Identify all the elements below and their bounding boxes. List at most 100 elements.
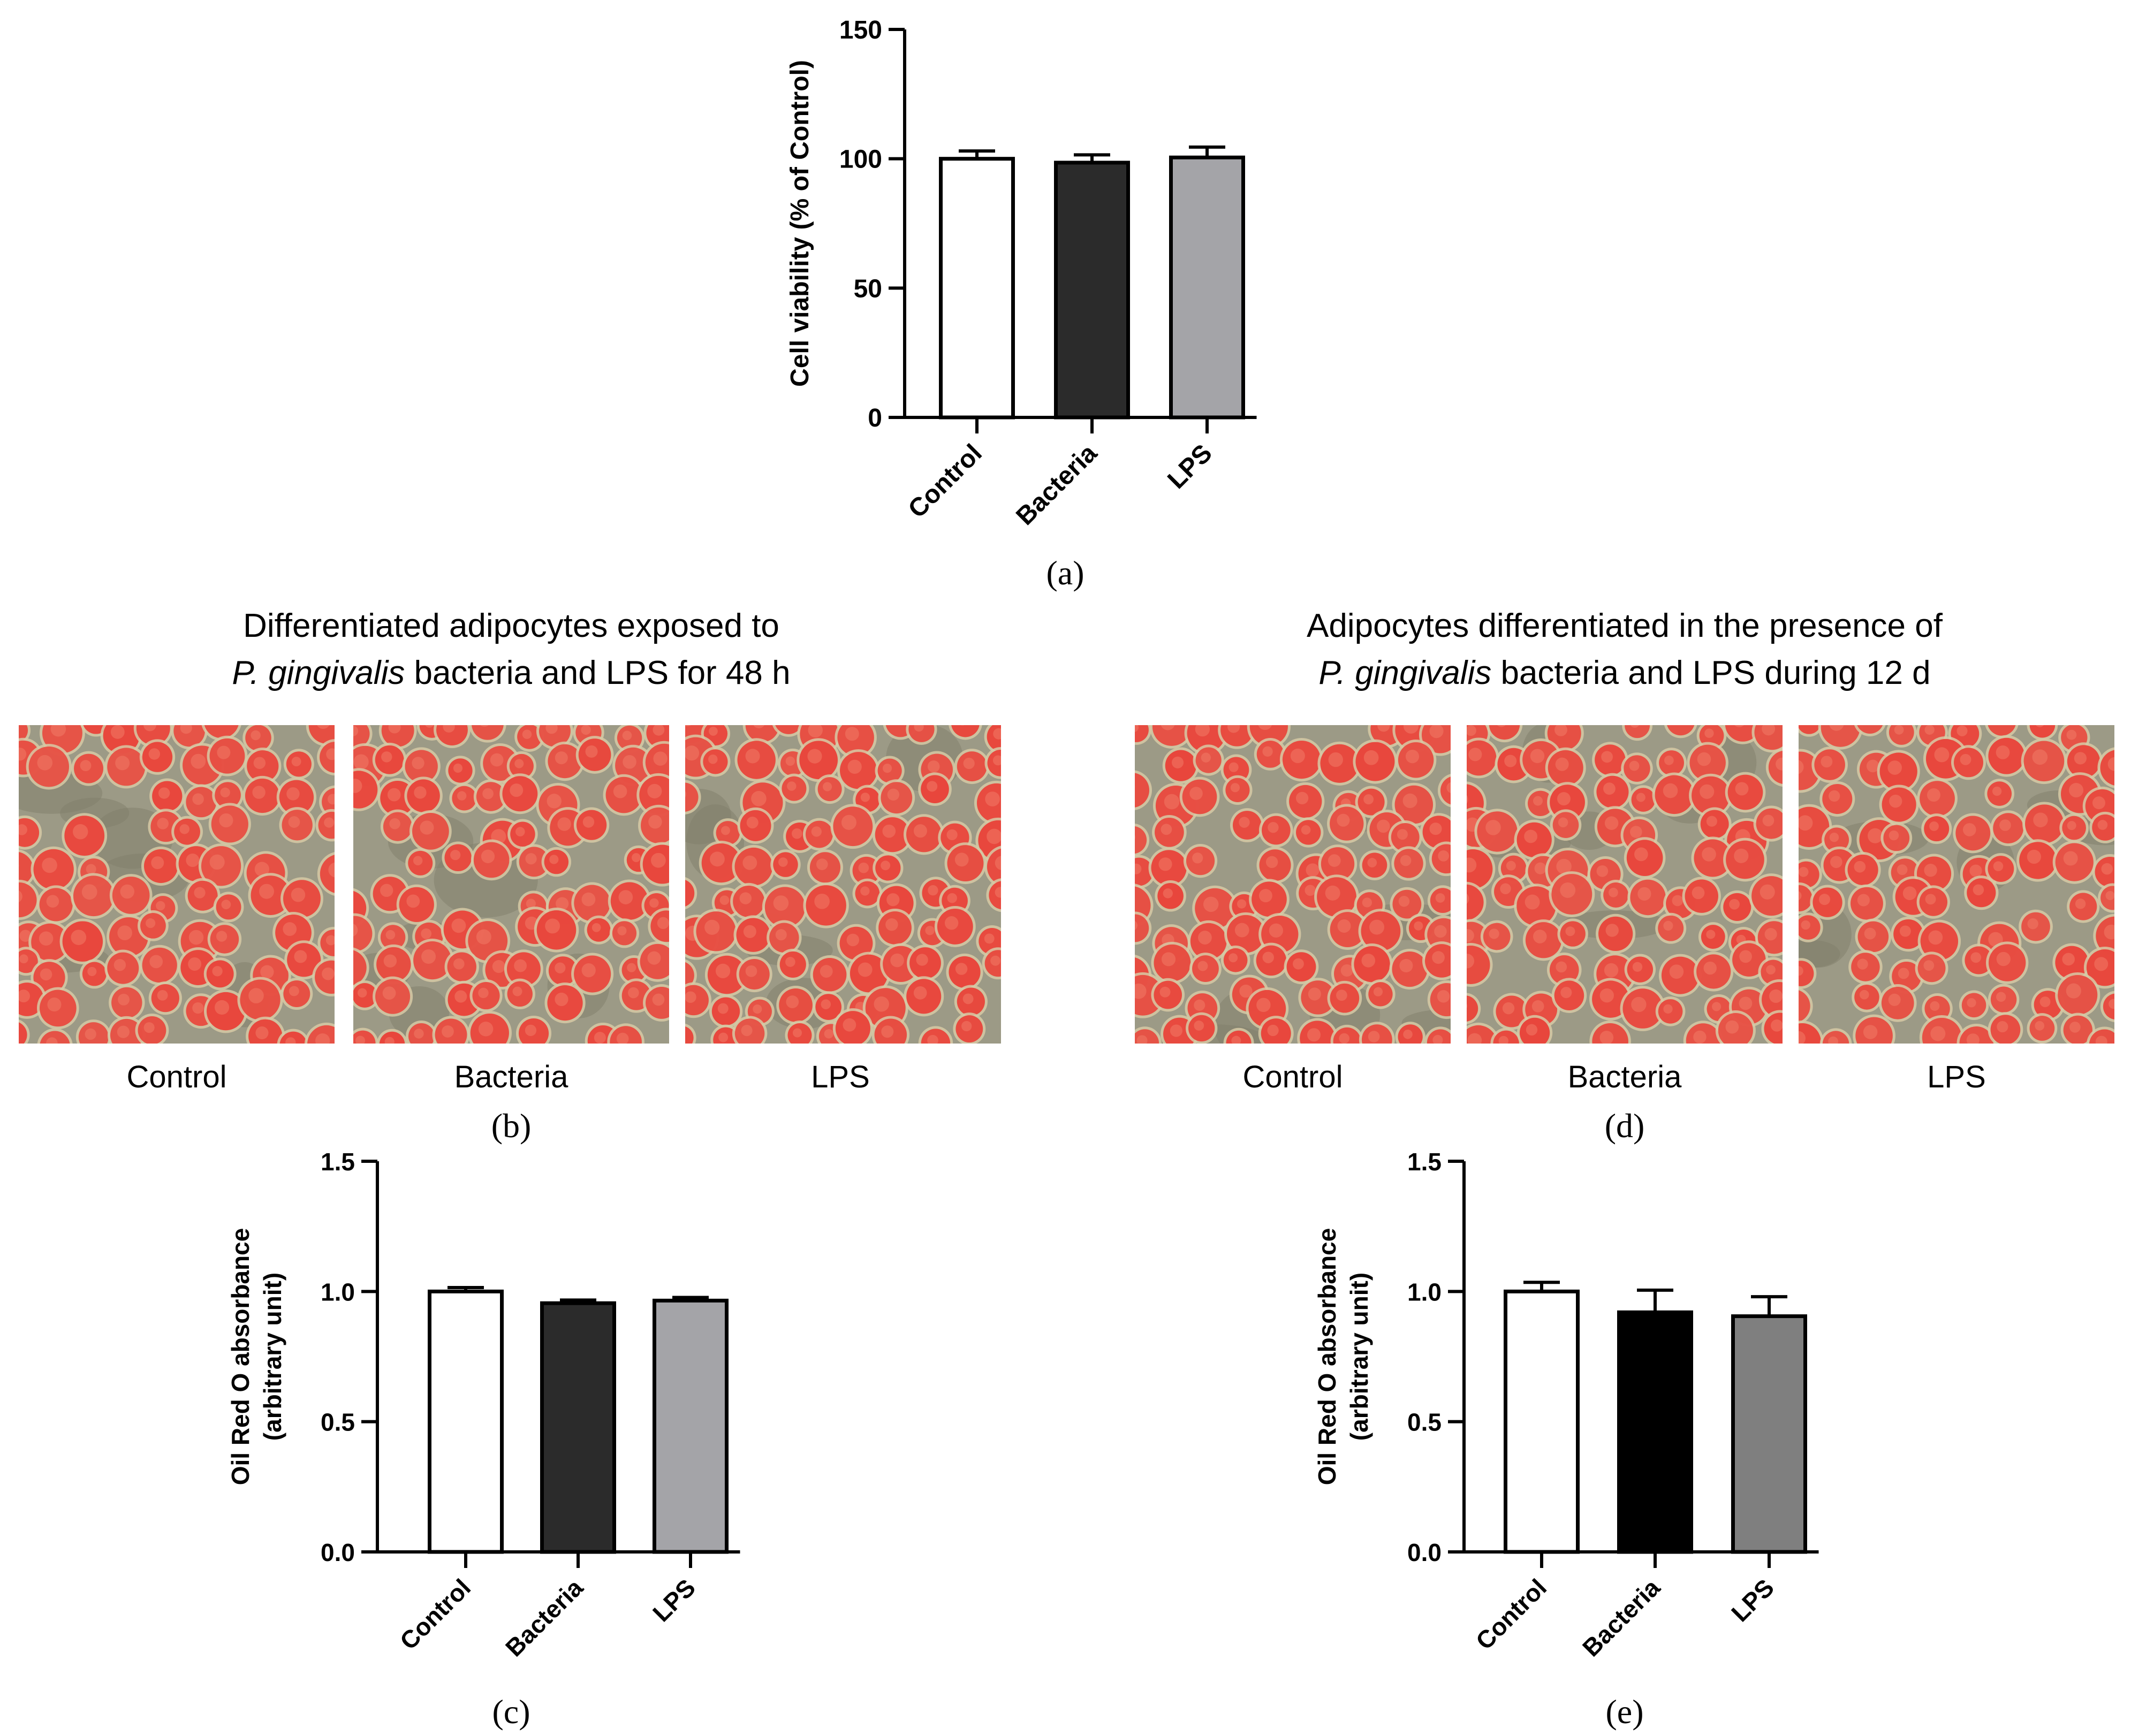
droplet-highlight <box>353 754 369 770</box>
panel-label-a: (a) <box>1046 554 1084 592</box>
droplet-highlight <box>1467 795 1468 804</box>
lipid-droplet <box>279 1031 307 1044</box>
droplet-highlight <box>1325 885 1340 901</box>
droplet-highlight <box>315 1033 330 1044</box>
droplet-highlight <box>522 729 532 739</box>
droplet-highlight <box>1930 1001 1940 1011</box>
droplet-highlight <box>514 959 527 972</box>
lipid-droplet <box>1467 946 1490 984</box>
droplet-highlight <box>514 759 524 768</box>
bar-control <box>939 157 1015 420</box>
droplet-highlight <box>845 727 859 741</box>
droplet-highlight <box>556 897 569 910</box>
droplet-highlight <box>215 1000 230 1015</box>
droplet-highlight <box>1596 865 1609 877</box>
droplet-highlight <box>406 894 420 908</box>
droplet-highlight <box>381 751 392 763</box>
droplet-highlight <box>1734 848 1749 863</box>
droplet-highlight <box>874 996 889 1012</box>
droplet-highlight <box>1802 715 1811 725</box>
x-tick-label-control: Control <box>395 1573 476 1655</box>
droplet-highlight <box>946 829 958 841</box>
droplet-highlight <box>1956 725 1968 736</box>
droplet-highlight <box>1502 1002 1515 1015</box>
droplet-highlight <box>2107 757 2114 771</box>
droplet-highlight <box>1996 992 2006 1002</box>
droplet-highlight <box>2105 890 2114 901</box>
panel-b-title-line1: Differentiated adipocytes exposed to <box>243 607 779 644</box>
droplet-highlight <box>778 857 788 867</box>
bar-lps <box>1731 1314 1807 1554</box>
droplet-highlight <box>1125 832 1135 843</box>
y-tick-label: 0.5 <box>321 1408 355 1436</box>
droplet-highlight <box>421 949 436 964</box>
lipid-droplet <box>987 725 1001 752</box>
droplet-highlight <box>1328 854 1341 867</box>
droplet-highlight <box>1530 749 1545 763</box>
micrographs-d <box>1125 715 2114 1044</box>
lipid-droplet <box>685 782 699 812</box>
lipid-droplet <box>2029 725 2056 738</box>
droplet-highlight <box>19 748 27 761</box>
droplet-highlight <box>19 824 28 835</box>
droplet-highlight <box>1704 728 1714 738</box>
x-tick-label-bacteria: Bacteria <box>1577 1573 1665 1662</box>
droplet-highlight <box>188 930 204 945</box>
droplet-highlight <box>148 748 161 760</box>
droplet-highlight <box>1467 954 1475 969</box>
x-tick-label-bacteria: Bacteria <box>1011 439 1103 531</box>
lipid-droplet <box>1135 826 1147 854</box>
droplet-highlight <box>652 993 665 1006</box>
micrograph-b-caption-bacteria: Bacteria <box>454 1060 569 1094</box>
droplet-highlight <box>582 816 595 828</box>
lipid-droplet <box>1467 995 1478 1022</box>
droplet-highlight <box>1663 1004 1673 1014</box>
droplet-highlight <box>251 730 261 741</box>
lipid-droplet <box>1625 725 1650 738</box>
lipid-droplet <box>353 916 373 951</box>
lipid-droplet <box>2089 1029 2114 1044</box>
droplet-highlight <box>2035 1021 2045 1031</box>
droplet-highlight <box>1485 820 1501 835</box>
droplet-highlight <box>1970 952 1982 963</box>
droplet-highlight <box>19 954 28 964</box>
droplet-highlight <box>792 1028 802 1038</box>
droplet-highlight <box>1293 958 1304 970</box>
droplet-highlight <box>380 884 393 897</box>
droplet-highlight <box>1599 988 1614 1003</box>
droplet-highlight <box>19 989 31 1003</box>
droplet-highlight <box>622 730 632 741</box>
droplet-highlight <box>1556 961 1567 973</box>
x-tick-label-control: Control <box>903 439 988 523</box>
droplet-highlight <box>1729 899 1740 910</box>
droplet-highlight <box>338 957 352 971</box>
droplet-highlight <box>1894 725 1904 735</box>
droplet-highlight <box>118 993 130 1006</box>
droplet-highlight <box>890 953 904 968</box>
droplet-highlight <box>512 986 522 996</box>
droplet-highlight <box>188 957 202 971</box>
droplet-highlight <box>1161 952 1176 966</box>
droplet-highlight <box>1712 1002 1722 1011</box>
droplet-highlight <box>289 986 299 996</box>
droplet-highlight <box>547 794 562 809</box>
droplet-highlight <box>1262 951 1274 963</box>
droplet-highlight <box>708 727 718 736</box>
droplet-highlight <box>632 853 641 863</box>
lipid-droplet <box>1821 725 1860 747</box>
droplet-highlight <box>858 962 873 977</box>
droplet-highlight <box>780 712 791 722</box>
droplet-highlight <box>291 757 301 767</box>
droplet-highlight <box>2068 783 2084 798</box>
lipid-droplet <box>1467 884 1484 920</box>
droplet-highlight <box>453 958 465 970</box>
droplet-highlight <box>1239 984 1253 998</box>
droplet-highlight <box>1801 920 1810 930</box>
lipid-droplet <box>353 950 367 985</box>
droplet-highlight <box>457 791 467 801</box>
droplet-highlight <box>745 749 760 764</box>
lipid-droplet <box>685 880 695 907</box>
droplet-highlight <box>984 933 995 944</box>
droplet-highlight <box>1558 817 1568 828</box>
droplet-highlight <box>753 725 765 728</box>
